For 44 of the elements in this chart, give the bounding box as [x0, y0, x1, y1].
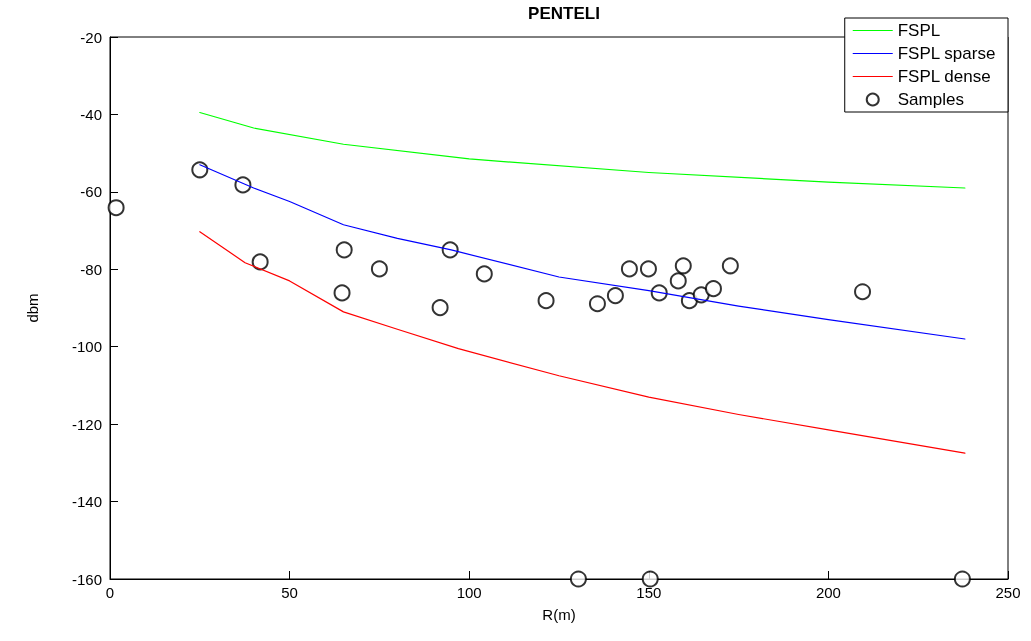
point [641, 570, 659, 588]
point [333, 284, 351, 302]
point [431, 299, 449, 317]
legend-label: FSPL dense [897, 67, 991, 86]
point [537, 292, 555, 310]
y-tick-label: -140 [71, 493, 102, 511]
y-tick-label: -40 [80, 105, 102, 123]
point [107, 199, 125, 217]
y-tick-label: -60 [80, 183, 102, 201]
x-tick-label: 150 [636, 584, 662, 601]
point [606, 287, 624, 305]
point [569, 570, 587, 588]
point [704, 280, 722, 298]
y-axis-title: dbm [24, 293, 41, 323]
point [674, 257, 692, 275]
legend-label: FSPL [897, 21, 941, 40]
legend-label: Samples [897, 90, 964, 109]
legend-label: FSPL sparse [897, 44, 996, 63]
point [370, 260, 388, 278]
x-tick-label: 50 [281, 584, 298, 601]
x-tick-label: 0 [105, 584, 115, 601]
point [721, 257, 739, 275]
point [588, 295, 606, 313]
point [639, 260, 657, 278]
point [475, 265, 493, 283]
point [251, 253, 269, 271]
x-tick-label: 250 [995, 584, 1021, 601]
point [620, 260, 638, 278]
point [191, 161, 209, 179]
y-tick-label: -160 [71, 570, 102, 588]
x-axis-title: R(m) [542, 606, 576, 623]
point [669, 272, 687, 290]
line-series [199, 231, 966, 454]
y-tick-label: -120 [71, 415, 102, 433]
point [854, 283, 872, 301]
line-series [199, 111, 966, 189]
x-tick-label: 100 [456, 584, 482, 601]
point [335, 241, 353, 259]
point [953, 570, 971, 588]
y-tick-label: -100 [71, 338, 102, 356]
y-tick-label: -80 [80, 260, 102, 278]
x-tick-label: 200 [815, 584, 841, 601]
chart-title: PENTELI [528, 4, 600, 23]
y-tick-label: -20 [80, 28, 102, 46]
